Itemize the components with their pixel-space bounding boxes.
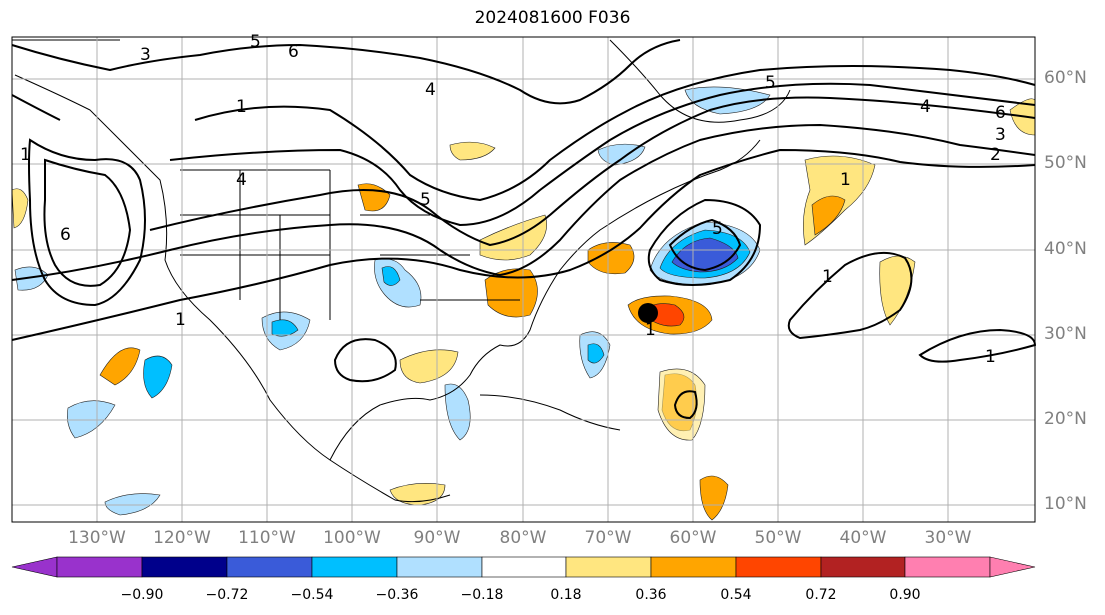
contour-label-6: 6 bbox=[288, 42, 299, 62]
lon-label-40w: 40°W bbox=[839, 528, 887, 548]
lon-label-90w: 90°W bbox=[413, 528, 461, 548]
lon-label-50w: 50°W bbox=[754, 528, 802, 548]
colorbar-tick-label: 0.18 bbox=[550, 587, 582, 603]
contour-label-6c: 6 bbox=[995, 103, 1006, 123]
colorbar-tick-label: −0.54 bbox=[290, 587, 334, 603]
contour-labels: 3 5 6 1 4 4 1 6 1 5 4 6 3 2 1 1 1 1 5 5 bbox=[20, 32, 1006, 367]
colorbar-bin-6 bbox=[481, 556, 567, 578]
colorbar-tick-label: 0.54 bbox=[720, 587, 752, 603]
lon-label-120w: 120°W bbox=[153, 528, 211, 548]
field-blue-pacific-south bbox=[104, 493, 161, 516]
colorbar-tick-label: 0.72 bbox=[805, 587, 837, 603]
field-yellow-west bbox=[11, 188, 29, 229]
lat-label-10n: 10°N bbox=[1044, 494, 1087, 514]
colorbar-bin-7 bbox=[565, 556, 652, 578]
colorbar-tick-label: 0.36 bbox=[635, 587, 667, 603]
colorbar-extend-right bbox=[989, 556, 1036, 578]
field-yellow-gulf bbox=[399, 349, 459, 384]
contour-label-5c: 5 bbox=[712, 219, 723, 239]
lon-label-80w: 80°W bbox=[499, 528, 547, 548]
grid-lines bbox=[12, 37, 1035, 522]
colorbar-bin-2 bbox=[141, 556, 228, 578]
field-yellow-carolina bbox=[484, 268, 538, 318]
contour-label-4b: 4 bbox=[236, 170, 247, 190]
colorbar-extend-left bbox=[11, 556, 58, 578]
contour-label-1f: 1 bbox=[985, 347, 996, 367]
contour-label-4: 4 bbox=[425, 80, 436, 100]
field-blue-pacific bbox=[143, 355, 173, 399]
lon-label-130w: 130°W bbox=[68, 528, 126, 548]
lat-label-30n: 30°N bbox=[1044, 324, 1087, 344]
field-orange-ne-atlantic bbox=[811, 195, 846, 236]
contour-label-1d: 1 bbox=[840, 170, 851, 190]
contour-label-4c: 4 bbox=[920, 97, 931, 117]
colorbar-tick-label: −0.18 bbox=[460, 587, 504, 603]
field-blue-mexico-core bbox=[271, 319, 299, 337]
contour-label-1: 1 bbox=[236, 97, 247, 117]
contour-label-5b: 5 bbox=[765, 73, 776, 93]
colorbar-bin-1 bbox=[56, 556, 143, 578]
storm-center-marker bbox=[638, 303, 658, 323]
contour-label-1e: 1 bbox=[822, 267, 833, 287]
colorbar-bin-8 bbox=[650, 556, 737, 578]
contour-label-1c: 1 bbox=[175, 310, 186, 330]
colorbar-tick-label: 0.90 bbox=[889, 587, 921, 603]
map-frame bbox=[11, 36, 1036, 523]
contour-label-3b: 3 bbox=[995, 125, 1006, 145]
colorbar-bin-11 bbox=[904, 556, 991, 578]
lat-label-50n: 50°N bbox=[1044, 153, 1087, 173]
contour-label-2: 2 bbox=[990, 145, 1001, 165]
colorbar-tick-label: −0.90 bbox=[120, 587, 164, 603]
field-blue-labrador bbox=[684, 86, 771, 115]
lon-label-70w: 70°W bbox=[584, 528, 632, 548]
colorbar-tick-label: −0.72 bbox=[205, 587, 249, 603]
coastlines bbox=[12, 39, 791, 503]
contour-label-5: 5 bbox=[250, 32, 261, 52]
field-yellow-lakes bbox=[449, 141, 496, 161]
field-orange-pacific bbox=[99, 347, 141, 386]
lat-label-40n: 40°N bbox=[1044, 239, 1087, 259]
lon-label-110w: 110°W bbox=[238, 528, 296, 548]
lon-label-100w: 100°W bbox=[323, 528, 381, 548]
colorbar-bin-5 bbox=[396, 556, 483, 578]
contour-label-6b: 6 bbox=[60, 225, 71, 245]
contour-lines bbox=[11, 39, 1037, 420]
field-blue-texas-core bbox=[381, 266, 401, 286]
contour-label-3: 3 bbox=[140, 45, 151, 65]
colorbar-bin-3 bbox=[226, 556, 313, 578]
lat-label-20n: 20°N bbox=[1044, 409, 1087, 429]
lon-label-60w: 60°W bbox=[669, 528, 717, 548]
colorbar-bin-10 bbox=[820, 556, 906, 578]
colorbar-tick-label: −0.36 bbox=[375, 587, 419, 603]
map-title: 2024081600 F036 bbox=[474, 8, 631, 28]
field-blue-gulf bbox=[444, 383, 471, 441]
field-blue-bahamas-core bbox=[587, 343, 605, 364]
contour-label-1g: 1 bbox=[645, 320, 656, 340]
colorbar-bin-4 bbox=[311, 556, 398, 578]
colorbar-bin-9 bbox=[735, 556, 822, 578]
lon-label-30w: 30°W bbox=[924, 528, 972, 548]
lat-label-60n: 60°N bbox=[1044, 68, 1087, 88]
colorbar bbox=[11, 556, 1036, 578]
contour-label-1b: 1 bbox=[20, 145, 31, 165]
contour-label-5d: 5 bbox=[420, 190, 431, 210]
